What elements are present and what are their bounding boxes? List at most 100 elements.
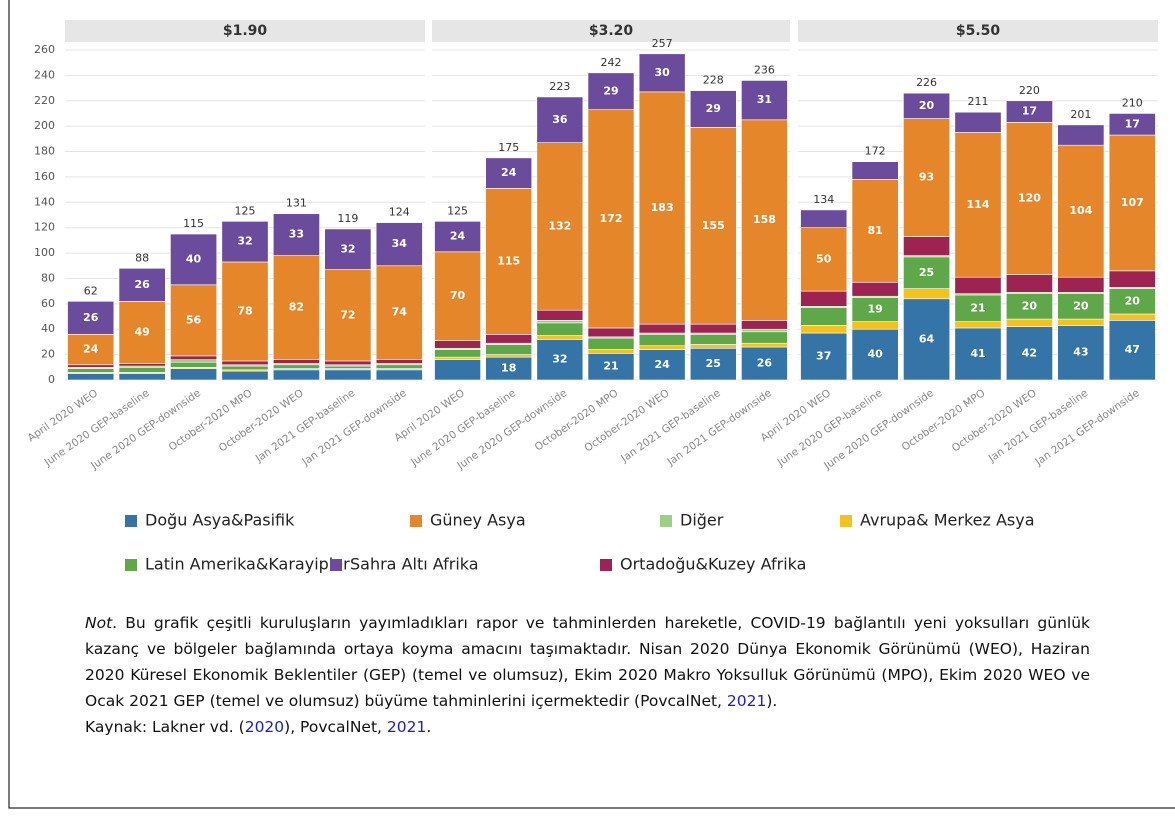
bar-segment: [1108, 134, 1156, 272]
link[interactable]: 2021: [726, 692, 767, 710]
bar-segment: [1057, 276, 1105, 293]
bar-segment: [170, 359, 218, 363]
bar-segment: [903, 256, 951, 289]
bar-segment: [638, 349, 686, 381]
total-label: 220: [1019, 84, 1040, 97]
x-tick-label: Jan 2021 GEP-baseline: [986, 387, 1091, 465]
bar-segment: [689, 347, 737, 381]
bar-segment: [67, 301, 115, 335]
bar-segment: [587, 327, 635, 338]
bar-segment: [1005, 326, 1053, 381]
bar-segment: [1108, 270, 1156, 288]
value-label: 18: [501, 362, 516, 375]
bar-segment: [587, 337, 635, 350]
y-tick-label: 120: [34, 221, 55, 234]
legend-label: Güney Asya: [430, 511, 526, 530]
bar-segment: [536, 339, 584, 381]
total-label: 124: [389, 206, 410, 219]
bar-segment: [170, 355, 218, 360]
value-label: 42: [1022, 346, 1037, 359]
bar-segment: [851, 161, 899, 180]
bar-segment: [1005, 100, 1053, 123]
bar-segment: [170, 368, 218, 381]
total-label: 226: [916, 76, 937, 89]
y-tick-label: 60: [41, 297, 55, 310]
bar-segment: [536, 309, 584, 321]
bar-segment: [485, 344, 533, 355]
value-label: 26: [83, 311, 99, 324]
y-tick-label: 100: [34, 246, 55, 259]
total-label: 88: [135, 251, 149, 264]
value-label: 21: [603, 360, 618, 373]
bar-segment: [800, 290, 848, 307]
legend-label: Doğu Asya&Pasifik: [145, 511, 295, 530]
link[interactable]: 2020: [244, 718, 285, 736]
bar-segment: [536, 322, 584, 336]
value-label: 31: [757, 93, 772, 106]
bar-segment: [434, 340, 481, 349]
facet-header: [65, 20, 425, 42]
bar-segment: [587, 353, 635, 381]
bar-segment: [67, 368, 115, 373]
bar-segment: [638, 53, 686, 93]
total-label: 125: [235, 204, 256, 217]
legend-label: Diğer: [680, 511, 724, 530]
y-tick-label: 0: [48, 373, 55, 386]
legend-swatch: [660, 515, 672, 527]
total-label: 223: [549, 80, 570, 93]
bar-segment: [324, 228, 372, 270]
y-tick-label: 200: [34, 119, 55, 132]
value-label: 158: [753, 213, 776, 226]
bar-segment: [903, 288, 951, 300]
total-label: 62: [84, 284, 98, 297]
y-tick-label: 140: [34, 195, 55, 208]
legend-swatch: [840, 515, 852, 527]
value-label: 93: [919, 171, 934, 184]
value-label: 25: [919, 266, 934, 279]
value-label: 20: [1073, 299, 1089, 312]
bar-segment: [118, 268, 166, 302]
x-tick-label: October-2020 MPO: [900, 387, 988, 454]
facet-header: [798, 20, 1158, 42]
bar-segment: [587, 349, 635, 354]
bar-segment: [324, 365, 372, 369]
bar-segment: [638, 323, 686, 334]
bar-segment: [741, 342, 788, 348]
bar-segment: [851, 328, 899, 381]
facet-header: [432, 20, 790, 42]
bar-segment: [800, 307, 848, 326]
bar-segment: [1057, 325, 1105, 381]
value-label: 40: [867, 348, 883, 361]
value-label: 41: [970, 347, 985, 360]
total-label: 211: [968, 95, 989, 108]
bar-segment: [1108, 288, 1156, 315]
source: Kaynak: Lakner vd. (2020), PovcalNet, 20…: [85, 714, 1090, 740]
bar-segment: [67, 334, 115, 366]
value-label: 115: [497, 254, 520, 267]
bar-segment: [954, 132, 1002, 278]
bar-segment: [689, 323, 737, 334]
legend-label: Sahra Altı Afrika: [350, 555, 479, 574]
bar-segment: [485, 188, 533, 335]
bar-segment: [741, 119, 788, 321]
bar-segment: [1005, 318, 1053, 327]
bar-segment: [67, 364, 115, 368]
y-tick-label: 20: [41, 348, 55, 361]
bar-segment: [536, 335, 584, 340]
bar-segment: [1057, 144, 1105, 278]
value-label: 50: [816, 252, 832, 265]
value-label: 30: [654, 66, 670, 79]
bar-segment: [170, 361, 218, 368]
bar-segment: [485, 334, 533, 344]
bar-segment: [324, 369, 372, 381]
note-body: . Bu grafik çeşitli kuruluşların yayımla…: [85, 614, 1090, 710]
bar-segment: [272, 359, 320, 364]
total-label: 210: [1122, 96, 1143, 109]
value-label: 37: [816, 350, 831, 363]
x-tick-label: Jan 2021 GEP-baseline: [253, 387, 358, 465]
note: Not. Bu grafik çeşitli kuruluşların yayı…: [85, 610, 1090, 740]
bar-segment: [638, 345, 686, 350]
bar-segment: [221, 365, 269, 371]
link[interactable]: 2021: [386, 718, 427, 736]
